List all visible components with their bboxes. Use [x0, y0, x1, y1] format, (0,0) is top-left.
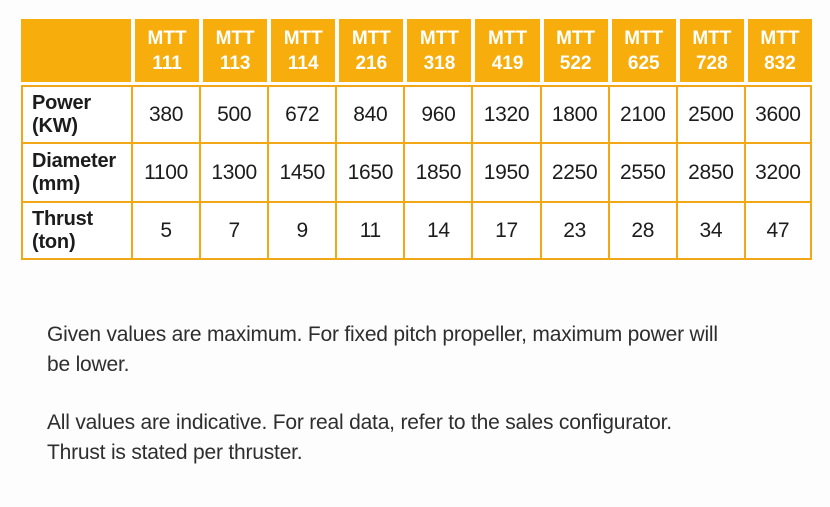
- column-header-series: MTT: [556, 27, 596, 49]
- value-cell: 1100: [131, 142, 200, 201]
- value-cell: 23: [539, 201, 608, 260]
- value-cell: 11: [335, 201, 404, 260]
- row-label-thrust: Thrust (ton): [21, 201, 131, 260]
- column-header-mtt-522: MTT 522: [539, 19, 608, 85]
- column-header-series: MTT: [488, 27, 528, 49]
- column-header-series: MTT: [215, 27, 255, 49]
- column-header-mtt-419: MTT 419: [471, 19, 540, 85]
- value-cell: 7: [199, 201, 268, 260]
- value-cell: 2500: [675, 85, 744, 142]
- column-header-model: 728: [695, 52, 728, 74]
- column-header-mtt-113: MTT 113: [199, 19, 268, 85]
- value-cell: 5: [131, 201, 200, 260]
- value-cell: 14: [403, 201, 472, 260]
- column-header-model: 113: [219, 52, 251, 74]
- row-label-diameter: Diameter (mm): [21, 142, 131, 201]
- column-header-mtt-832: MTT 832: [743, 19, 812, 85]
- value-cell: 2100: [607, 85, 676, 142]
- column-header-model: 625: [627, 52, 660, 74]
- column-header-series: MTT: [147, 27, 187, 49]
- column-header-model: 318: [423, 52, 456, 74]
- note-line: All values are indicative. For real data…: [47, 411, 672, 434]
- value-cell: 2250: [539, 142, 608, 201]
- column-header-mtt-625: MTT 625: [607, 19, 676, 85]
- value-cell: 1950: [471, 142, 540, 201]
- value-cell: 1300: [199, 142, 268, 201]
- column-header-mtt-318: MTT 318: [403, 19, 472, 85]
- column-header-model: 522: [559, 52, 592, 74]
- row-label-unit: (ton): [32, 230, 76, 253]
- column-header-series: MTT: [624, 27, 664, 49]
- value-cell: 1450: [267, 142, 336, 201]
- value-cell: 17: [471, 201, 540, 260]
- value-cell: 47: [743, 201, 812, 260]
- value-cell: 1320: [471, 85, 540, 142]
- value-cell: 960: [403, 85, 472, 142]
- column-header-model: 419: [491, 52, 524, 74]
- value-cell: 9: [267, 201, 336, 260]
- column-header-series: MTT: [351, 27, 391, 49]
- value-cell: 34: [675, 201, 744, 260]
- row-label-name: Power: [32, 91, 92, 114]
- column-header-model: 114: [287, 52, 319, 74]
- column-header-series: MTT: [692, 27, 732, 49]
- table-corner-cell: [21, 19, 131, 85]
- note-line: be lower.: [47, 353, 130, 376]
- value-cell: 2850: [675, 142, 744, 201]
- column-header-mtt-114: MTT 114: [267, 19, 336, 85]
- value-cell: 500: [199, 85, 268, 142]
- row-label-power: Power (KW): [21, 85, 131, 142]
- column-header-model: 111: [152, 52, 182, 74]
- value-cell: 2550: [607, 142, 676, 201]
- note-fixed-pitch: Given values are maximum. For fixed pitc…: [47, 320, 718, 380]
- note-line: Thrust is stated per thruster.: [47, 441, 303, 464]
- note-indicative: All values are indicative. For real data…: [47, 408, 672, 468]
- value-cell: 3200: [743, 142, 812, 201]
- row-label-unit: (mm): [32, 172, 81, 195]
- row-label-unit: (KW): [32, 114, 78, 137]
- value-cell: 840: [335, 85, 404, 142]
- column-header-mtt-111: MTT 111: [131, 19, 200, 85]
- column-header-mtt-728: MTT 728: [675, 19, 744, 85]
- column-header-series: MTT: [419, 27, 459, 49]
- column-header-model: 832: [764, 52, 796, 74]
- value-cell: 1850: [403, 142, 472, 201]
- value-cell: 672: [267, 85, 336, 142]
- value-cell: 1800: [539, 85, 608, 142]
- column-header-series: MTT: [283, 27, 323, 49]
- column-header-series: MTT: [760, 27, 800, 49]
- value-cell: 3600: [743, 85, 812, 142]
- thruster-spec-table: MTT 111 MTT 113 MTT 114 MTT 216 MTT 318 MTT 419 MTT 5…: [21, 19, 812, 260]
- value-cell: 1650: [335, 142, 404, 201]
- column-header-mtt-216: MTT 216: [335, 19, 404, 85]
- row-label-name: Thrust: [32, 207, 94, 230]
- value-cell: 28: [607, 201, 676, 260]
- column-header-model: 216: [355, 52, 388, 74]
- row-label-name: Diameter: [32, 149, 116, 172]
- value-cell: 380: [131, 85, 200, 142]
- note-line: Given values are maximum. For fixed pitc…: [47, 323, 718, 346]
